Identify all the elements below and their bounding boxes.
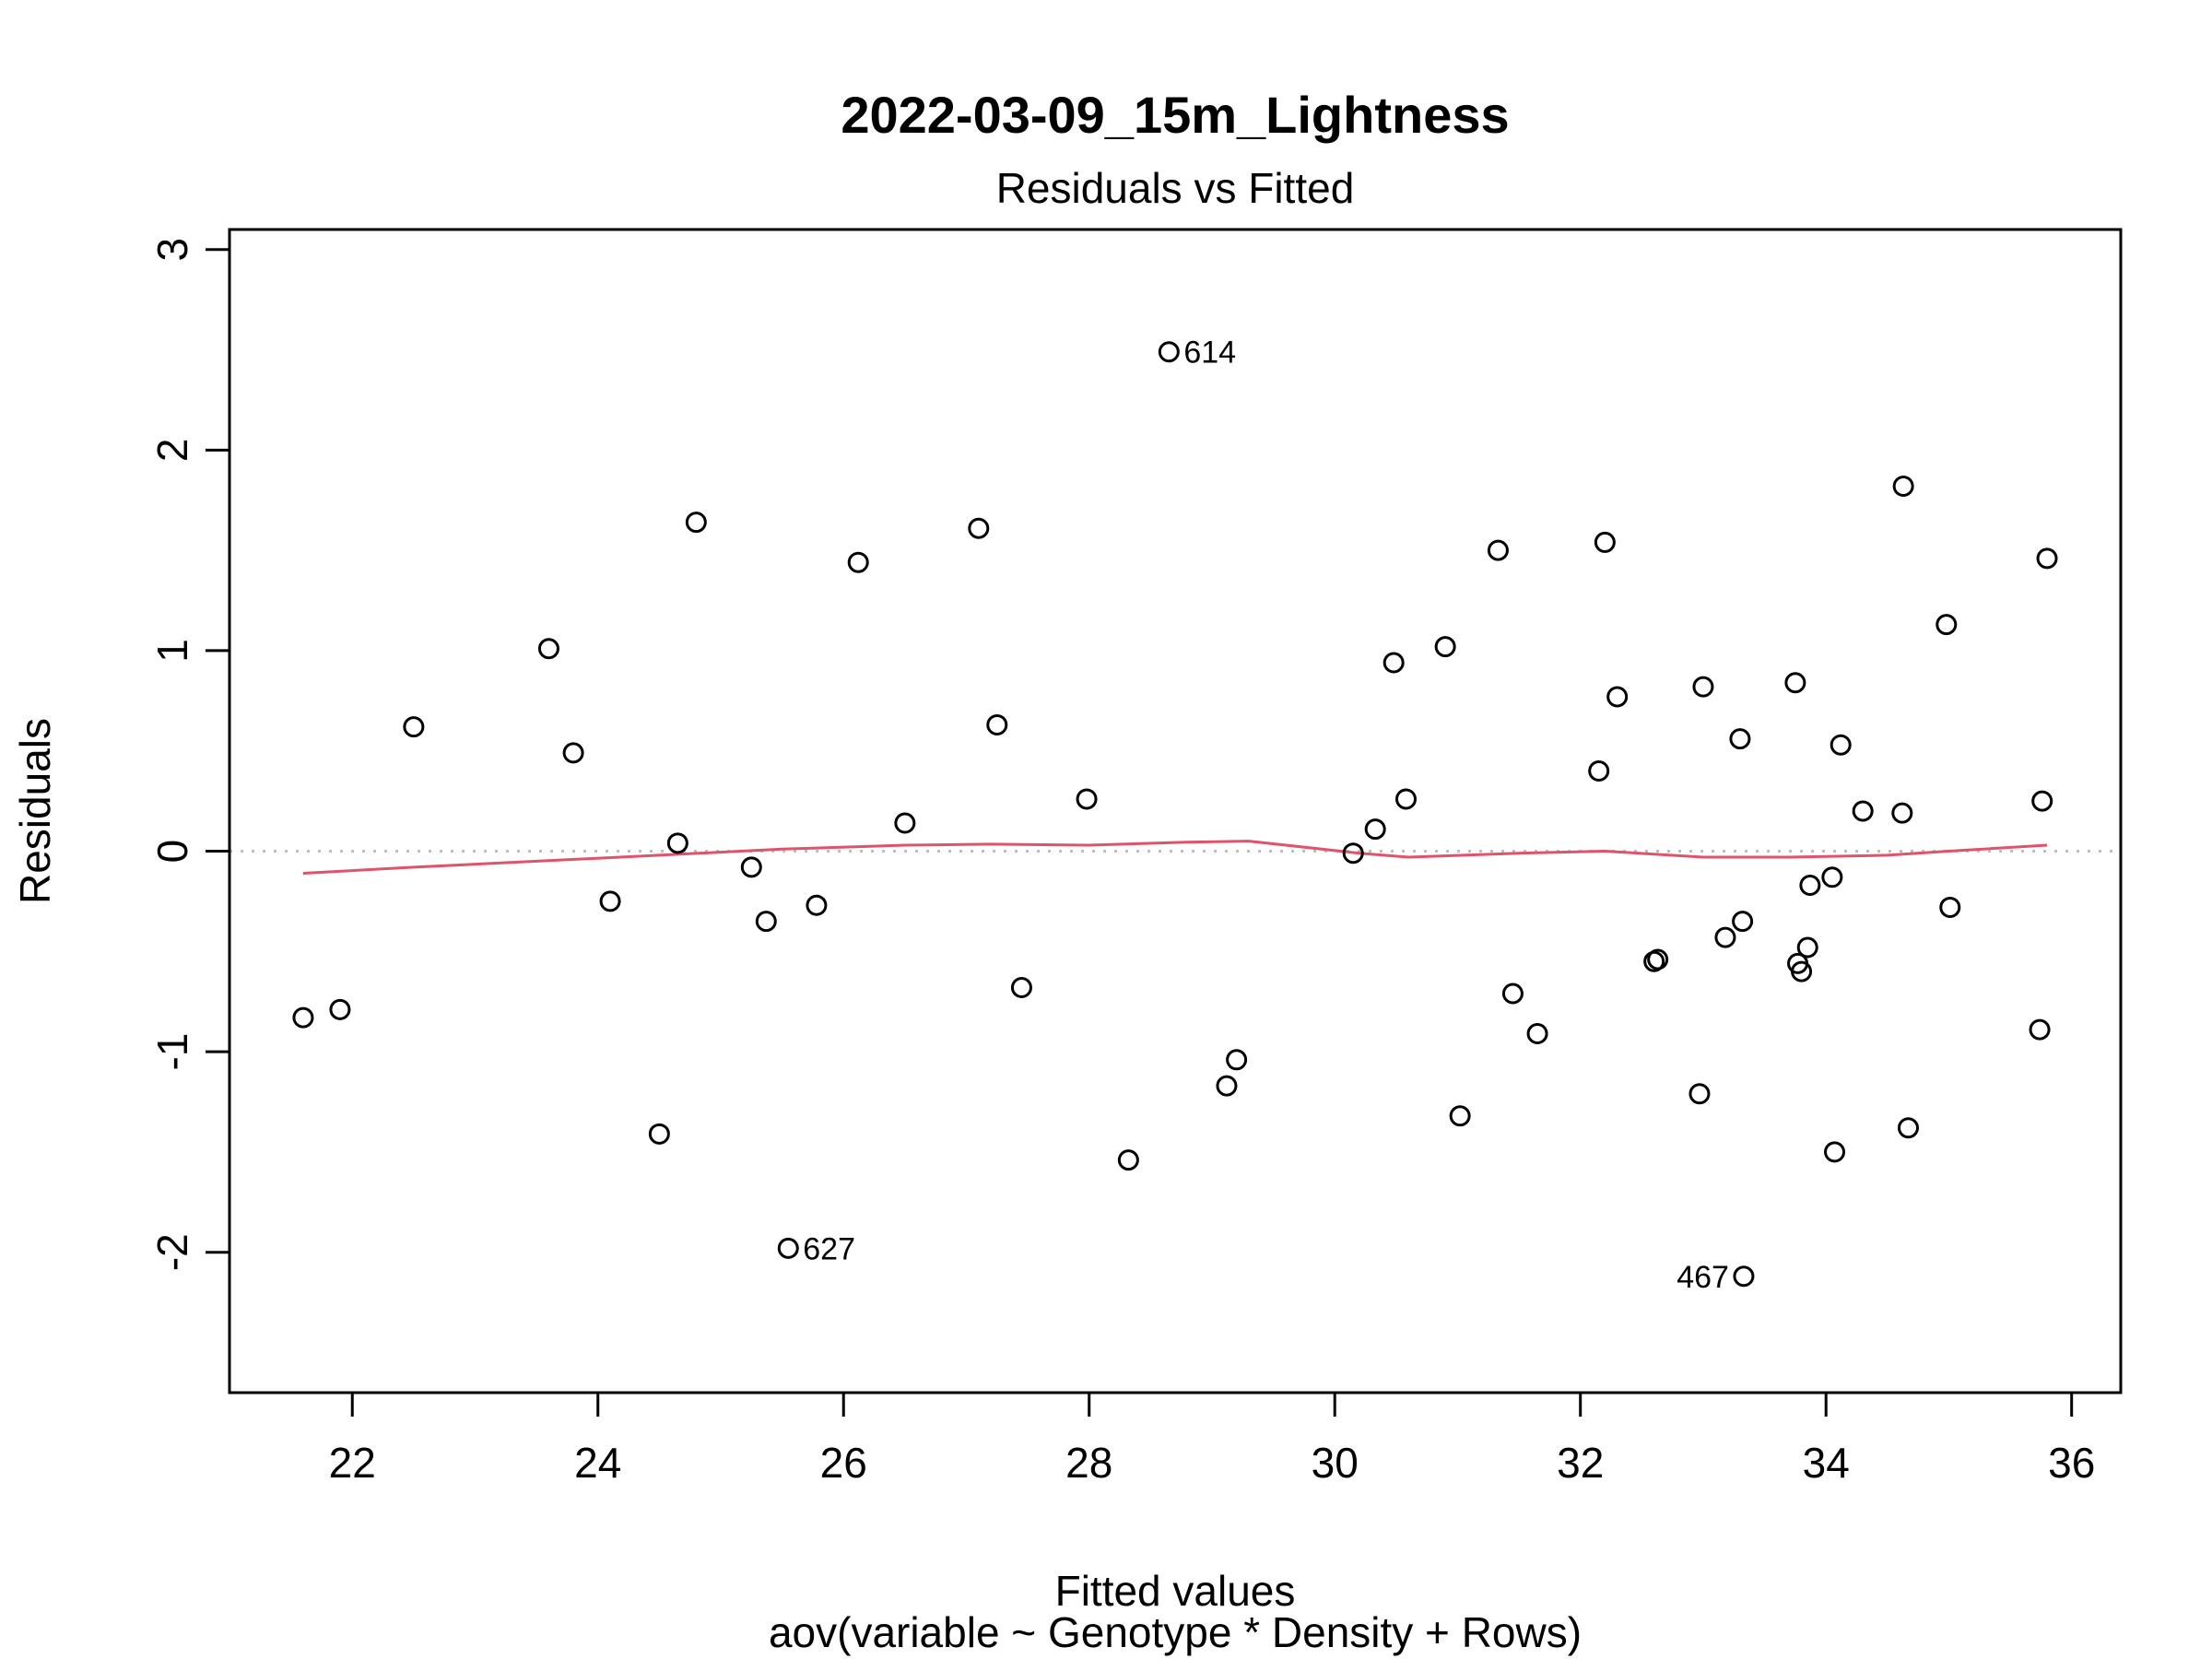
- data-point: [1647, 948, 1669, 971]
- data-point: [599, 890, 621, 912]
- data-point: [1939, 896, 1961, 918]
- data-point: [755, 911, 777, 933]
- data-point: [777, 1237, 799, 1259]
- data-point: [1784, 672, 1806, 694]
- data-point: [1897, 1117, 1919, 1139]
- data-point: [1892, 476, 1914, 498]
- x-tick-label: 34: [1803, 1439, 1850, 1487]
- data-point: [1449, 1105, 1471, 1127]
- data-point: [1501, 982, 1524, 1005]
- data-point: [537, 638, 559, 660]
- y-axis: -2 -1 0 1 2 3: [148, 238, 231, 1271]
- data-point: [2031, 790, 2053, 812]
- data-point: [1076, 788, 1098, 810]
- data-point: [1010, 976, 1032, 998]
- data-point: [1791, 960, 1813, 982]
- y-tick-label: -2: [148, 1233, 196, 1271]
- x-tick-label: 28: [1065, 1439, 1112, 1487]
- data-point: [1729, 728, 1751, 750]
- x-tick-label: 22: [329, 1439, 376, 1487]
- smooth-trend-line: [302, 840, 2048, 875]
- data-point: [806, 894, 828, 916]
- data-point: [1714, 926, 1736, 948]
- y-tick-label: 3: [148, 238, 196, 262]
- plot-frame: [228, 228, 2123, 1394]
- data-point: [968, 517, 990, 539]
- data-point: [648, 1123, 670, 1145]
- y-tick-label: 2: [148, 439, 196, 463]
- data-point: [1830, 734, 1852, 756]
- data-point: [1342, 842, 1364, 865]
- data-point: [1606, 686, 1629, 708]
- data-point: [1364, 818, 1386, 841]
- data-point: [1732, 911, 1754, 933]
- data-point: [685, 512, 707, 534]
- data-point: [1226, 1049, 1248, 1071]
- data-point: [1395, 788, 1418, 810]
- x-tick-label: 26: [820, 1439, 867, 1487]
- data-point: [847, 551, 869, 573]
- x-axis: 22 24 26 28 30 32 34 36: [329, 1391, 2095, 1487]
- point-label: 467: [1677, 1260, 1729, 1295]
- data-point: [1733, 1265, 1755, 1288]
- data-point: [1824, 1141, 1846, 1163]
- data-point: [740, 856, 762, 878]
- data-point: [1434, 636, 1456, 658]
- y-tick-label: -1: [148, 1033, 196, 1071]
- data-point: [1796, 936, 1818, 959]
- x-tick-label: 32: [1557, 1439, 1604, 1487]
- outlier-labels: 627 614 467: [803, 335, 1729, 1295]
- data-point: [1487, 539, 1509, 561]
- data-point: [1382, 652, 1405, 674]
- data-point: [1821, 866, 1843, 888]
- y-tick-label: 1: [148, 639, 196, 663]
- point-label: 627: [803, 1231, 855, 1266]
- data-point: [1936, 614, 1958, 636]
- data-point: [1852, 800, 1874, 822]
- data-point: [2029, 1018, 2051, 1041]
- data-point: [1158, 341, 1180, 363]
- y-tick-label: 0: [148, 840, 196, 864]
- y-axis-label: Residuals: [11, 718, 59, 904]
- x-tick-label: 30: [1312, 1439, 1359, 1487]
- data-point: [1692, 676, 1714, 698]
- data-point: [562, 742, 584, 764]
- data-points: [292, 341, 2058, 1288]
- data-point: [1216, 1075, 1238, 1097]
- x-axis-label: Fitted values: [1055, 1567, 1296, 1615]
- point-label: 614: [1183, 335, 1236, 371]
- data-point: [1117, 1149, 1139, 1171]
- data-point: [1891, 802, 1913, 824]
- data-point: [2036, 547, 2058, 570]
- data-point: [1594, 531, 1616, 553]
- data-point: [986, 713, 1008, 735]
- data-point: [292, 1006, 314, 1029]
- data-point: [1688, 1083, 1711, 1105]
- x-tick-label: 24: [574, 1439, 621, 1487]
- data-point: [1799, 875, 1821, 897]
- chart-subtitle: Residuals vs Fitted: [996, 164, 1355, 212]
- data-point: [894, 812, 916, 834]
- x-axis-caption: aov(variable ~ Genotype * Density + Rows…: [769, 1608, 1582, 1656]
- data-point: [403, 716, 425, 738]
- x-tick-label: 36: [2048, 1439, 2095, 1487]
- data-point: [666, 832, 688, 854]
- chart-title: 2022-03-09_15m_Lightness: [841, 86, 1509, 144]
- data-point: [329, 998, 351, 1020]
- data-point: [1588, 759, 1610, 782]
- data-point: [1526, 1023, 1548, 1045]
